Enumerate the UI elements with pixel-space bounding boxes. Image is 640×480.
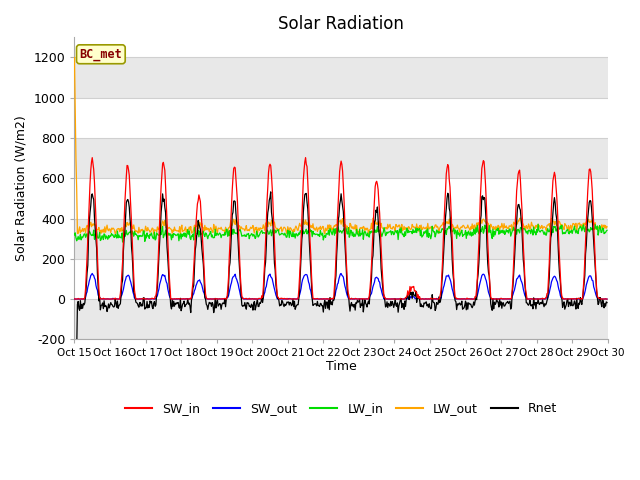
- Line: LW_out: LW_out: [74, 58, 607, 234]
- SW_out: [406, 293, 414, 299]
- SW_in: [71, 296, 79, 302]
- LW_out: [422, 226, 429, 231]
- Bar: [74, 218, 608, 259]
- LW_in: [136, 233, 143, 239]
- SW_out: [70, 296, 78, 302]
- SW_in: [191, 252, 198, 257]
- SW_out: [218, 296, 226, 302]
- Rnet: [189, 285, 197, 291]
- SW_in: [422, 296, 430, 301]
- Bar: [74, 299, 608, 339]
- SW_in: [219, 296, 227, 301]
- Y-axis label: Solar Radiation (W/m2): Solar Radiation (W/m2): [15, 116, 28, 261]
- LW_in: [603, 228, 611, 233]
- LW_out: [406, 226, 414, 232]
- Rnet: [422, 300, 429, 305]
- Bar: [74, 58, 608, 98]
- LW_in: [406, 229, 414, 235]
- SW_out: [422, 296, 429, 301]
- SW_in: [407, 288, 415, 294]
- LW_out: [177, 231, 184, 237]
- SW_in: [603, 296, 611, 302]
- LW_out: [135, 225, 143, 230]
- Line: SW_out: SW_out: [74, 274, 607, 299]
- Line: LW_in: LW_in: [74, 223, 607, 242]
- LW_in: [190, 237, 198, 243]
- SW_out: [603, 296, 611, 302]
- Title: Solar Radiation: Solar Radiation: [278, 15, 404, 33]
- SW_out: [136, 296, 143, 302]
- Line: Rnet: Rnet: [74, 192, 607, 477]
- Rnet: [267, 189, 275, 195]
- SW_out: [80, 296, 88, 301]
- LW_in: [80, 231, 88, 237]
- Rnet: [603, 300, 611, 305]
- LW_out: [80, 226, 88, 232]
- SW_out: [88, 271, 96, 276]
- Line: SW_in: SW_in: [74, 157, 607, 299]
- Rnet: [406, 289, 414, 295]
- LW_out: [70, 55, 78, 60]
- LW_in: [422, 229, 429, 235]
- Rnet: [70, 474, 78, 480]
- LW_out: [603, 224, 611, 229]
- Rnet: [217, 306, 225, 312]
- SW_in: [88, 155, 96, 160]
- LW_in: [119, 239, 127, 245]
- Bar: [74, 138, 608, 178]
- Text: BC_met: BC_met: [79, 48, 122, 61]
- Legend: SW_in, SW_out, LW_in, LW_out, Rnet: SW_in, SW_out, LW_in, LW_out, Rnet: [120, 397, 563, 420]
- SW_in: [70, 296, 78, 302]
- LW_in: [70, 232, 78, 238]
- Rnet: [135, 304, 143, 310]
- LW_in: [218, 232, 226, 238]
- Rnet: [80, 302, 88, 308]
- SW_out: [190, 291, 198, 297]
- SW_in: [81, 295, 89, 300]
- LW_in: [547, 220, 554, 226]
- X-axis label: Time: Time: [326, 360, 356, 373]
- LW_out: [190, 226, 198, 231]
- LW_out: [218, 227, 226, 232]
- SW_in: [136, 296, 144, 302]
